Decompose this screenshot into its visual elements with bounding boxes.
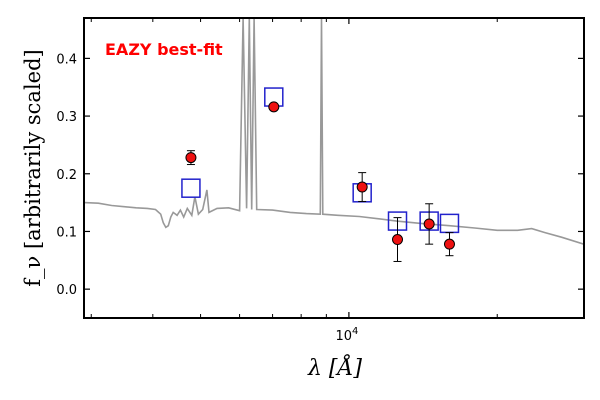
x-tick-label-exponent-0: 4 <box>352 326 358 337</box>
template-spectrum-layer <box>84 18 584 245</box>
observed-point-3 <box>392 234 404 246</box>
observed-point-4 <box>423 218 435 230</box>
y-tick-label-2: 0.2 <box>56 168 77 183</box>
x-axis-label: λ [Å] <box>307 353 362 381</box>
observed-point-group-4 <box>423 203 435 245</box>
x-tick-label-0: 104 <box>335 326 358 344</box>
observed-point-group-3 <box>392 217 404 262</box>
observed-point-group-2 <box>356 172 368 202</box>
observed-point-group-0 <box>185 150 197 166</box>
y-tick-label-3: 0.3 <box>56 110 77 125</box>
y-tick-label-0: 0.0 <box>56 283 77 298</box>
model-point-5 <box>439 213 460 234</box>
observed-photometry-layer <box>185 101 455 262</box>
observed-point-0 <box>185 152 197 164</box>
annotation-eazy-best-fit: EAZY best-fit <box>105 40 223 59</box>
observed-point-group-5 <box>443 232 455 257</box>
observed-point-1 <box>268 101 280 113</box>
observed-point-2 <box>356 181 368 193</box>
model-point-0 <box>181 178 201 198</box>
y-axis-label: f_ν [arbitrarily scaled] <box>21 49 45 286</box>
observed-point-group-1 <box>268 101 280 113</box>
template-spectrum-line <box>84 18 584 245</box>
plot-frame <box>83 17 585 319</box>
observed-point-5 <box>443 238 455 250</box>
y-tick-label-4: 0.4 <box>56 52 77 67</box>
y-tick-label-1: 0.1 <box>56 225 77 240</box>
